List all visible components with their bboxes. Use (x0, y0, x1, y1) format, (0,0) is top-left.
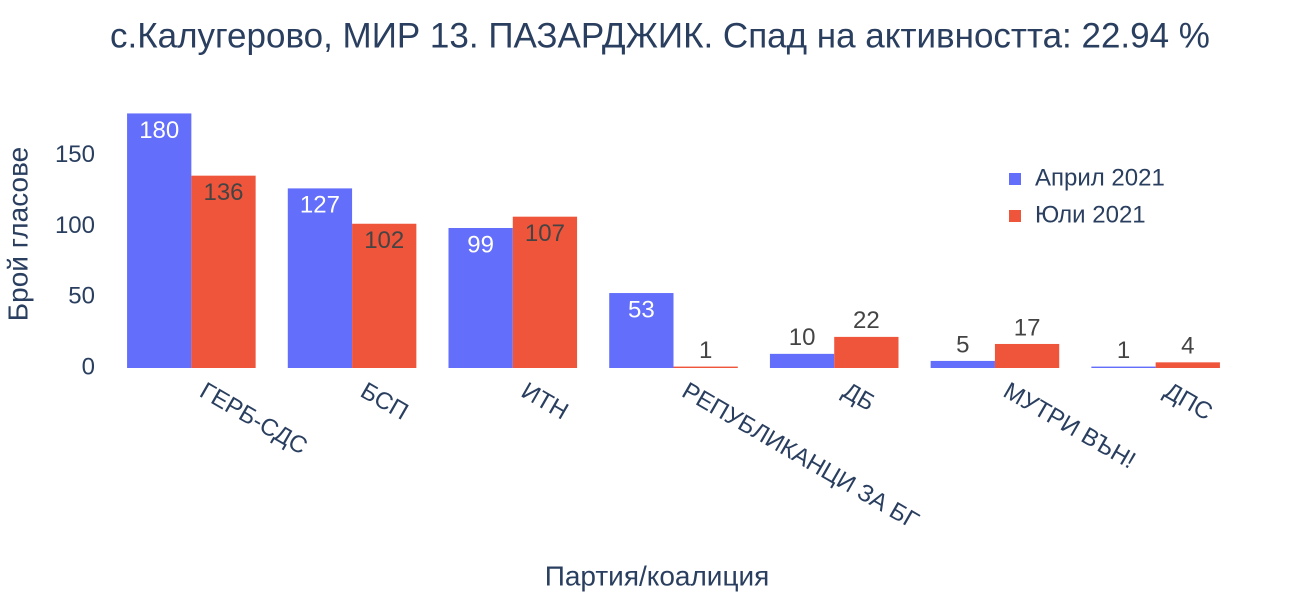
bar (352, 223, 417, 368)
data-label: 4 (1181, 333, 1194, 360)
data-label: 17 (1014, 314, 1041, 341)
bar (769, 353, 835, 368)
bar (834, 336, 899, 368)
data-label: 53 (628, 296, 655, 323)
legend-label: Юли 2021 (1035, 201, 1146, 228)
data-label: 99 (467, 231, 494, 258)
y-tick-label: 150 (55, 141, 95, 168)
data-label: 22 (853, 307, 880, 334)
bar (448, 227, 513, 368)
data-label: 5 (956, 331, 969, 358)
bar (127, 113, 192, 368)
x-tick-label: БСП (356, 377, 413, 425)
data-label: 136 (203, 179, 243, 206)
legend-swatch (1009, 173, 1021, 185)
legend-label: Април 2021 (1035, 164, 1165, 191)
x-tick-label: ДПС (1159, 377, 1217, 426)
data-label: 1 (699, 337, 712, 364)
data-label: 10 (789, 324, 816, 351)
x-tick-label: ИТН (517, 377, 573, 425)
bar (994, 343, 1060, 368)
data-label: 180 (139, 117, 179, 144)
x-tick-label: ГЕРБ-СДС (195, 377, 312, 460)
x-tick-label: ДБ (838, 377, 879, 416)
x-axis-title: Партия/коалиция (545, 560, 770, 591)
bar (512, 216, 578, 368)
y-tick-label: 50 (68, 283, 95, 310)
data-label: 107 (525, 220, 565, 247)
bar (287, 188, 353, 368)
bar (1155, 362, 1220, 368)
bar (673, 366, 738, 368)
bar (930, 360, 995, 368)
bar (1091, 366, 1156, 368)
legend-swatch (1009, 210, 1021, 222)
x-tick-label: РЕПУБЛИКАНЦИ ЗА БГ (677, 377, 923, 534)
data-label: 102 (364, 227, 404, 254)
data-label: 1 (1117, 337, 1130, 364)
bar (609, 293, 674, 368)
y-tick-label: 0 (82, 353, 95, 380)
y-tick-label: 100 (55, 212, 95, 239)
chart-title: с.Калугерово, МИР 13. ПАЗАРДЖИК. Спад на… (110, 16, 1210, 55)
x-tick-label: МУТРИ ВЪН! (999, 377, 1140, 474)
bar (191, 175, 256, 368)
data-label: 127 (300, 192, 340, 219)
y-axis-title: Брой гласове (2, 147, 33, 321)
